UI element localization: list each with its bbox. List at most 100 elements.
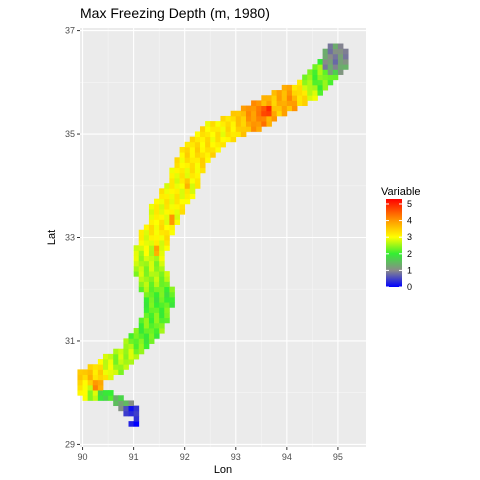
heatmap-cell bbox=[291, 105, 298, 112]
heatmap-cell bbox=[205, 152, 211, 158]
heatmap-cell bbox=[154, 281, 160, 288]
heatmap-cell bbox=[266, 121, 272, 127]
heatmap-cell bbox=[286, 105, 293, 112]
heatmap-cell bbox=[317, 69, 323, 75]
x-axis-title: Lon bbox=[214, 464, 232, 476]
heatmap-cell bbox=[322, 59, 329, 65]
heatmap-cell bbox=[159, 260, 165, 267]
heatmap-cell bbox=[143, 281, 150, 288]
heatmap-cell bbox=[169, 229, 175, 236]
heatmap-cell bbox=[169, 167, 175, 174]
heatmap-cell bbox=[148, 307, 155, 313]
heatmap-cell bbox=[123, 400, 129, 407]
heatmap-cell bbox=[77, 369, 83, 375]
heatmap-cell bbox=[148, 260, 155, 267]
heatmap-cell bbox=[240, 126, 247, 132]
heatmap-cell bbox=[307, 90, 313, 96]
heatmap-cell bbox=[312, 90, 318, 96]
heatmap-cell bbox=[159, 198, 165, 205]
heatmap-cell bbox=[133, 405, 140, 412]
heatmap-cell bbox=[200, 126, 206, 132]
heatmap-cell bbox=[128, 338, 135, 344]
heatmap-cell bbox=[143, 245, 150, 251]
heatmap-cell bbox=[332, 69, 339, 75]
heatmap-cell bbox=[148, 219, 155, 225]
heatmap-cell bbox=[322, 48, 329, 55]
heatmap-cell bbox=[266, 115, 272, 122]
heatmap-cell bbox=[179, 193, 186, 200]
heatmap-cell bbox=[174, 178, 180, 184]
heatmap-cell bbox=[230, 136, 237, 143]
heatmap-cell bbox=[312, 69, 318, 75]
heatmap-cell bbox=[179, 162, 186, 169]
heatmap-cell bbox=[174, 172, 180, 179]
heatmap-cell bbox=[225, 121, 232, 127]
heatmap-cell bbox=[169, 214, 175, 220]
heatmap-cell bbox=[251, 105, 257, 112]
heatmap-cell bbox=[164, 286, 170, 293]
heatmap-cell bbox=[225, 115, 232, 122]
heatmap-cell bbox=[148, 224, 155, 231]
heatmap-cell bbox=[235, 121, 242, 127]
heatmap-cell bbox=[148, 214, 155, 220]
heatmap-cell bbox=[337, 43, 344, 50]
heatmap-cell bbox=[194, 183, 201, 189]
heatmap-cell bbox=[179, 178, 186, 184]
heatmap-cell bbox=[261, 100, 267, 106]
heatmap-cell bbox=[108, 364, 114, 370]
heatmap-cell bbox=[174, 209, 180, 215]
heatmap-cell bbox=[215, 141, 221, 148]
heatmap-cell bbox=[87, 384, 94, 391]
heatmap-cell bbox=[133, 265, 140, 272]
heatmap-cell bbox=[200, 146, 206, 153]
heatmap-cell bbox=[189, 136, 196, 143]
heatmap-cell bbox=[159, 296, 165, 303]
legend-tick-label: 3 bbox=[407, 232, 412, 242]
heatmap-cell bbox=[108, 390, 114, 396]
heatmap-cell bbox=[240, 131, 247, 138]
legend-tick-label: 1 bbox=[407, 265, 412, 275]
heatmap-cell bbox=[154, 245, 160, 251]
heatmap-cell bbox=[184, 146, 191, 153]
heatmap-cell bbox=[256, 110, 262, 117]
heatmap-cell bbox=[169, 178, 175, 184]
heatmap-cell bbox=[220, 136, 226, 143]
heatmap-cell bbox=[138, 338, 145, 344]
heatmap-cell bbox=[169, 193, 175, 200]
heatmap-cell bbox=[179, 157, 186, 163]
heatmap-cell bbox=[184, 198, 191, 205]
heatmap-cell bbox=[332, 53, 339, 60]
heatmap-cell bbox=[148, 240, 155, 246]
heatmap-cell bbox=[92, 395, 99, 401]
heatmap-cell bbox=[118, 364, 124, 370]
heatmap-cell bbox=[77, 390, 83, 396]
heatmap-cell bbox=[205, 121, 211, 127]
heatmap-cell bbox=[92, 364, 99, 370]
heatmap-cell bbox=[97, 369, 104, 375]
heatmap-cell bbox=[179, 183, 186, 189]
heatmap-cell bbox=[108, 359, 114, 365]
heatmap-cell bbox=[174, 214, 180, 220]
heatmap-cell bbox=[205, 136, 211, 143]
heatmap-cell bbox=[251, 126, 257, 132]
heatmap-cell bbox=[143, 328, 150, 334]
x-tick-label: 90 bbox=[78, 452, 88, 462]
heatmap-cell bbox=[194, 162, 201, 169]
heatmap-cell bbox=[164, 271, 170, 277]
heatmap-cell bbox=[174, 167, 180, 174]
heatmap-cell bbox=[118, 359, 124, 365]
heatmap-cell bbox=[154, 214, 160, 220]
heatmap-cell bbox=[169, 219, 175, 225]
heatmap-cell bbox=[92, 369, 99, 375]
heatmap-cell bbox=[256, 121, 262, 127]
heatmap-cell bbox=[113, 400, 119, 407]
heatmap-cell bbox=[148, 271, 155, 277]
heatmap-cell bbox=[133, 250, 140, 257]
heatmap-cell bbox=[230, 131, 237, 138]
heatmap-cell bbox=[174, 162, 180, 169]
heatmap-cell bbox=[200, 131, 206, 138]
heatmap-cell bbox=[189, 178, 196, 184]
heatmap-cell bbox=[159, 203, 165, 210]
heatmap-cell bbox=[159, 250, 165, 257]
y-tick-label: 35 bbox=[65, 129, 75, 139]
